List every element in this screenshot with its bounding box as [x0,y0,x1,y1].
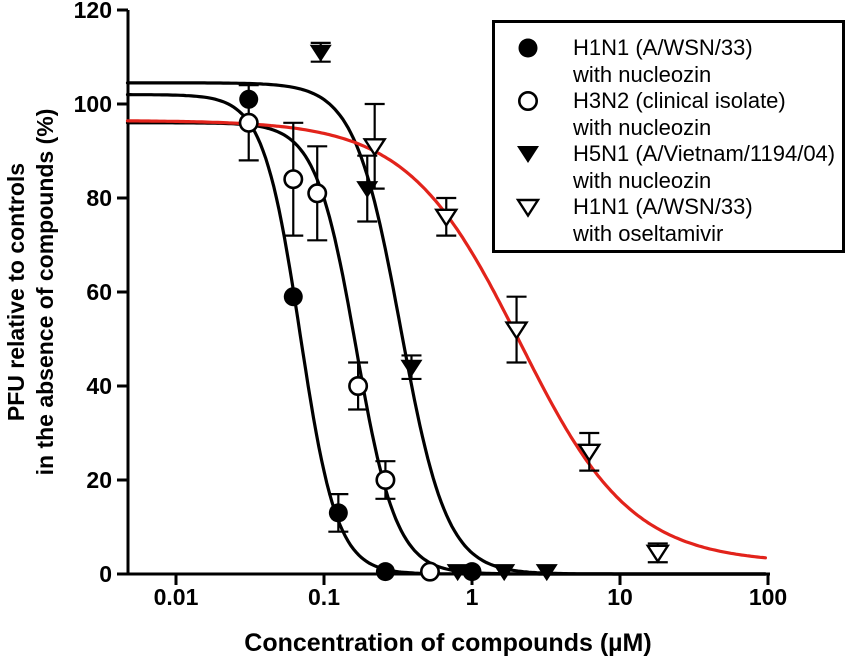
legend: H1N1 (A/WSN/33) with nucleozin H3N2 (cli… [492,20,845,253]
y-tick-label: 100 [73,91,112,117]
filled-circle-point [375,562,395,582]
filled-circle-point [283,287,303,307]
legend-series-name: H3N2 (clinical isolate) [573,88,786,113]
x-tick-label: 1 [465,584,479,610]
open-circle-point [307,183,328,204]
legend-item: H1N1 (A/WSN/33) with oseltamivir [495,194,842,247]
x-axis-title: Concentration of compounds (µM) [244,629,652,657]
filled-triangle-down-point [356,181,379,199]
y-tick-label: 40 [86,373,112,399]
legend-item: H3N2 (clinical isolate) with nucleozin [495,88,842,141]
legend-series-treatment: with nucleozin [573,114,712,140]
filled-circle-icon [495,35,561,62]
open-circle-point [283,169,304,190]
open-triangle-down-icon [495,194,561,221]
open-circle-point [238,112,259,133]
open-triangle-down-point [645,544,670,564]
y-tick-label: 20 [86,467,112,493]
x-tick-label: 10 [607,584,633,610]
filled-triangle-down-point [400,359,423,377]
y-tick-label: 0 [99,561,112,587]
legend-series-treatment: with oseltamivir [573,220,724,246]
x-tick-label: 0.1 [308,584,340,610]
filled-triangle-down-point [446,564,469,582]
y-tick-label: 60 [86,279,112,305]
filled-triangle-down-icon [495,141,561,168]
filled-triangle-down-point [309,44,332,62]
legend-series-name: H1N1 (A/WSN/33) [573,194,753,219]
x-tick-label: 100 [748,584,788,610]
open-triangle-down-point [504,321,529,341]
filled-triangle-down-point [493,564,516,582]
open-triangle-down-point [362,138,387,158]
x-tick-label: 0.01 [153,584,199,610]
legend-item: H5N1 (A/Vietnam/1194/04) with nucleozin [495,141,842,194]
legend-series-treatment: with nucleozin [573,61,712,87]
y-tick-label: 80 [86,185,112,211]
filled-triangle-down-point [535,564,558,582]
legend-series-treatment: with nucleozin [573,167,712,193]
y-axis-title-line2: in the absence of compounds (%) [32,108,58,476]
y-axis-title: PFU relative to controls in the absence … [2,10,62,574]
filled-circle-point [462,562,482,582]
y-axis-title-line1: PFU relative to controls [3,162,29,422]
open-circle-icon [495,88,561,115]
open-circle-point [375,469,396,490]
filled-circle-point [328,503,348,523]
legend-series-name: H5N1 (A/Vietnam/1194/04) [573,141,836,166]
fit-curve [125,81,767,576]
filled-circle-point [239,89,259,109]
legend-item: H1N1 (A/WSN/33) with nucleozin [495,35,842,88]
open-circle-point [419,561,440,582]
open-triangle-down-point [577,443,602,463]
open-circle-point [348,375,369,396]
legend-series-name: H1N1 (A/WSN/33) [573,35,753,60]
y-tick-label: 120 [73,0,112,23]
open-triangle-down-point [434,208,459,228]
